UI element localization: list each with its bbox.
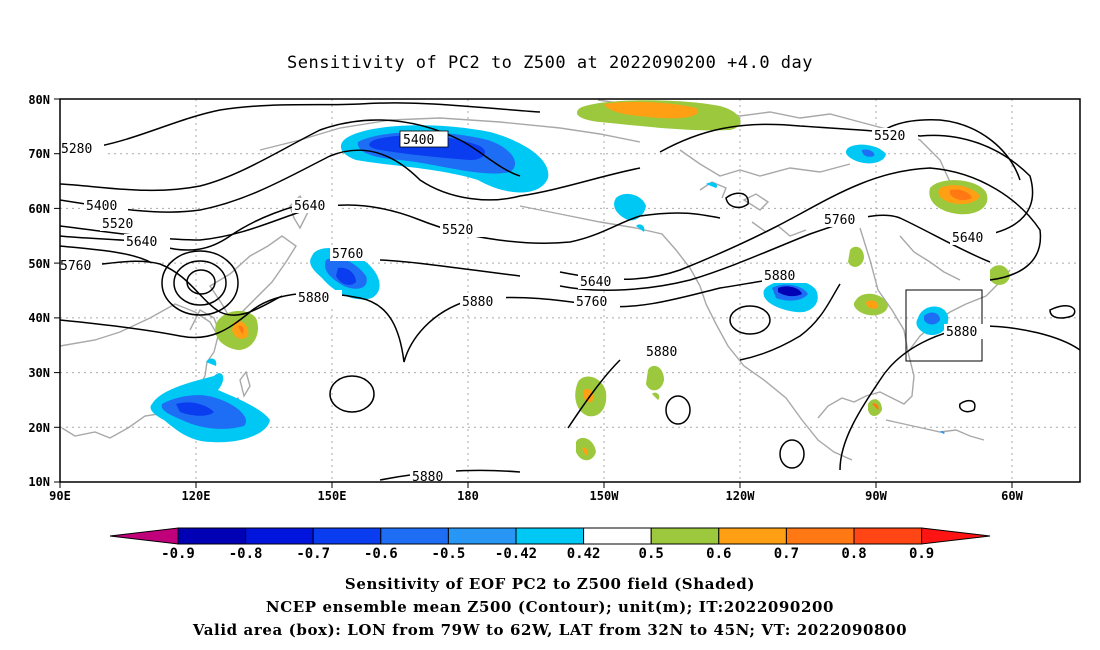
lat-label: 10N — [28, 475, 50, 489]
lon-label: 60W — [1001, 489, 1023, 503]
svg-text:5760: 5760 — [576, 295, 607, 310]
colorbar-swatch — [718, 527, 787, 545]
svg-text:5520: 5520 — [102, 217, 133, 232]
colorbar-label: -0.8 — [229, 546, 263, 562]
svg-text:5640: 5640 — [580, 275, 611, 290]
svg-text:5880: 5880 — [946, 325, 977, 340]
colorbar-label: 0.42 — [567, 546, 601, 562]
figure-title: Sensitivity of PC2 to Z500 at 2022090200… — [287, 53, 813, 73]
lon-label: 180 — [457, 489, 479, 503]
caption-line-3: Valid area (box): LON from 79W to 62W, L… — [192, 621, 907, 639]
svg-text:5880: 5880 — [298, 291, 329, 306]
contour-label: 5760 — [574, 294, 620, 310]
colorbar-label: 0.9 — [909, 546, 934, 562]
lon-label: 120W — [726, 489, 756, 503]
map-frame — [59, 98, 1081, 483]
colorbar-swatch — [245, 527, 314, 545]
lon-label: 90W — [865, 489, 887, 503]
colorbar: -0.9 -0.8 -0.7 -0.6 -0.5 -0.42 0.42 0.5 … — [109, 527, 991, 562]
svg-text:5280: 5280 — [61, 142, 92, 157]
contour-label: 5640 — [578, 274, 624, 290]
contour-label: 5640 — [950, 230, 996, 246]
colorbar-swatch — [447, 527, 517, 545]
longitude-labels: 90E 120E 150E 180 150W 120W 90W 60W — [49, 489, 1023, 503]
contour-label: 5400 — [84, 198, 128, 214]
colorbar-min-triangle — [109, 527, 179, 545]
contour-label: 5520 — [100, 216, 146, 232]
colorbar-max-triangle — [921, 527, 991, 545]
colorbar-swatch — [650, 527, 720, 545]
lat-label: 60N — [28, 202, 50, 216]
lat-label: 80N — [28, 93, 50, 107]
lon-label: 90E — [49, 489, 71, 503]
svg-text:5400: 5400 — [403, 133, 434, 148]
svg-text:5760: 5760 — [824, 213, 855, 228]
z500-contours — [60, 102, 1080, 481]
svg-text:5760: 5760 — [332, 247, 363, 262]
contour-label: 5760 — [60, 258, 102, 274]
contour-label: 5640 — [292, 198, 338, 214]
caption: Sensitivity of EOF PC2 to Z500 field (Sh… — [192, 575, 907, 639]
colorbar-label: 0.6 — [706, 546, 731, 562]
map-panel: 5280 5400 5400 5520 5520 5520 5640 5640 … — [28, 93, 1081, 503]
contour-label: 5880 — [944, 324, 990, 340]
colorbar-label: -0.6 — [364, 546, 398, 562]
shaded-sensitivity — [150, 100, 1010, 461]
svg-text:5520: 5520 — [442, 223, 473, 238]
colorbar-swatch — [312, 527, 382, 545]
colorbar-swatch — [515, 527, 585, 545]
colorbar-label: -0.5 — [432, 546, 466, 562]
lat-label: 50N — [28, 257, 50, 271]
colorbar-label: 0.5 — [639, 546, 664, 562]
contour-labels: 5280 5400 5400 5520 5520 5520 5640 5640 … — [60, 128, 996, 485]
svg-text:5400: 5400 — [86, 199, 117, 214]
lat-label: 30N — [28, 366, 50, 380]
lat-label: 70N — [28, 147, 50, 161]
svg-text:5520: 5520 — [874, 129, 905, 144]
colorbar-swatch — [785, 527, 855, 545]
contour-label: 5880 — [762, 268, 808, 284]
lat-label: 40N — [28, 311, 50, 325]
lat-label: 20N — [28, 421, 50, 435]
contour-label: 5640 — [124, 234, 170, 250]
svg-text:5640: 5640 — [952, 231, 983, 246]
caption-line-2: NCEP ensemble mean Z500 (Contour); unit(… — [266, 598, 834, 616]
colorbar-label: 0.8 — [841, 546, 866, 562]
svg-text:5880: 5880 — [646, 345, 677, 360]
colorbar-label: 0.7 — [774, 546, 799, 562]
colorbar-swatch — [853, 527, 923, 545]
svg-text:5640: 5640 — [126, 235, 157, 250]
svg-text:5880: 5880 — [462, 295, 493, 310]
contour-label: 5520 — [440, 222, 486, 238]
latitude-labels: 80N 70N 60N 50N 40N 30N 20N 10N — [28, 93, 50, 489]
axis-ticks — [54, 98, 1013, 488]
lon-label: 120E — [182, 489, 211, 503]
svg-text:5760: 5760 — [60, 259, 91, 274]
colorbar-swatch — [583, 527, 652, 545]
colorbar-label: -0.42 — [495, 546, 537, 562]
contour-label: 5880 — [296, 290, 342, 306]
contour-label: 5760 — [822, 212, 868, 228]
colorbar-swatch — [177, 527, 247, 545]
lon-label: 150W — [590, 489, 620, 503]
svg-text:5880: 5880 — [764, 269, 795, 284]
colorbar-label: -0.9 — [161, 546, 195, 562]
colorbar-swatch — [380, 527, 449, 545]
contour-label: 5280 — [60, 141, 104, 157]
contour-label: 5520 — [872, 128, 918, 144]
svg-text:5640: 5640 — [294, 199, 325, 214]
lon-label: 150E — [318, 489, 347, 503]
caption-line-1: Sensitivity of EOF PC2 to Z500 field (Sh… — [345, 575, 755, 593]
contour-label: 5400 — [399, 130, 449, 148]
contour-label: 5760 — [330, 246, 376, 262]
contour-label: 5880 — [644, 344, 690, 360]
colorbar-label: -0.7 — [296, 546, 330, 562]
contour-label: 5880 — [460, 294, 506, 310]
